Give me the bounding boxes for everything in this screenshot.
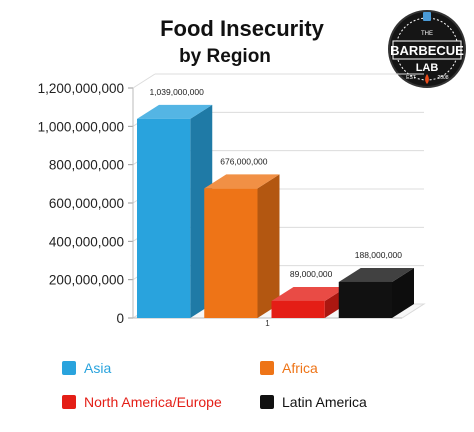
data-label: 89,000,000: [290, 269, 333, 279]
bar-top: [137, 104, 213, 119]
y-tick-label: 400,000,000: [49, 234, 124, 249]
y-tick-label: 800,000,000: [49, 158, 124, 173]
legend-item-north-america-europe: North America/Europe: [62, 394, 222, 410]
bar-asia: [137, 104, 213, 318]
bar-africa: [204, 174, 280, 318]
legend-label: Africa: [282, 360, 318, 376]
data-label: 188,000,000: [355, 250, 403, 260]
legend-label: North America/Europe: [84, 394, 222, 410]
y-tick-label: 0: [116, 311, 124, 326]
chart-title: Food Insecurity: [160, 16, 324, 41]
logo-top-text: THE: [421, 31, 433, 37]
logo-est-left: EST: [406, 75, 416, 81]
bar-latin-america: [338, 267, 414, 318]
legend-swatch: [260, 361, 274, 375]
barbecue-lab-logo: THE BARBECUE LAB EST 2008: [386, 8, 468, 90]
y-tick-label: 1,200,000,000: [38, 81, 124, 96]
legend-swatch: [62, 361, 76, 375]
bar-front: [338, 281, 392, 318]
legend-swatch: [260, 395, 274, 409]
data-label: 676,000,000: [220, 156, 268, 166]
legend-label: Asia: [84, 360, 112, 376]
legend-item-africa: Africa: [260, 360, 318, 376]
legend-swatch: [62, 395, 76, 409]
bar-side: [257, 174, 280, 318]
logo-est-right: 2008: [437, 75, 448, 81]
legend-label: Latin America: [282, 394, 367, 410]
bar-top: [271, 286, 347, 301]
bar-front: [137, 118, 191, 318]
bar-side: [392, 267, 414, 318]
data-label: 1,039,000,000: [149, 87, 204, 97]
gridline-diagonal: [132, 73, 156, 89]
bar-front: [271, 300, 325, 318]
y-tick-label: 200,000,000: [49, 273, 124, 288]
y-tick-label: 600,000,000: [49, 196, 124, 211]
chart-subtitle: by Region: [179, 46, 271, 67]
x-tick-label: 1: [265, 319, 270, 328]
bar-top: [338, 267, 414, 282]
y-tick-label: 1,000,000,000: [38, 119, 124, 134]
legend-item-latin-america: Latin America: [260, 394, 367, 410]
logo-main-text: BARBECUE: [390, 43, 464, 58]
bar-top: [204, 174, 280, 189]
logo-bottom-text: LAB: [416, 62, 439, 74]
bar-front: [204, 188, 258, 318]
legend-item-asia: Asia: [62, 360, 111, 376]
